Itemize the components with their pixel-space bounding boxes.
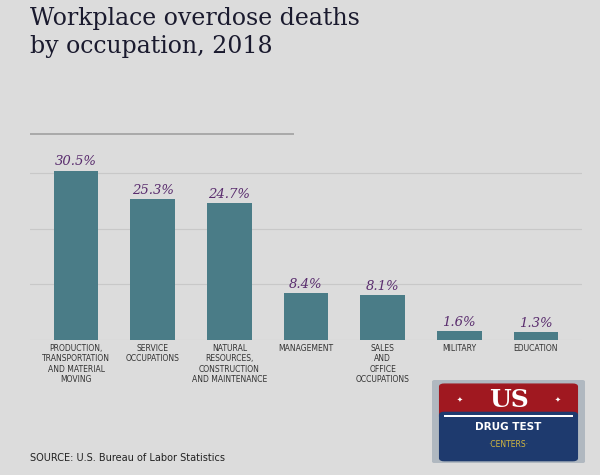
Bar xyxy=(207,203,251,340)
Bar xyxy=(54,171,98,340)
Bar xyxy=(444,416,573,417)
Bar xyxy=(437,331,482,340)
Bar xyxy=(130,200,175,340)
Bar xyxy=(284,293,328,340)
Text: US: US xyxy=(488,388,529,412)
Text: 24.7%: 24.7% xyxy=(208,188,250,200)
Text: Workplace overdose deaths
by occupation, 2018: Workplace overdose deaths by occupation,… xyxy=(30,7,360,57)
Text: ·CENTERS·: ·CENTERS· xyxy=(488,440,529,449)
FancyBboxPatch shape xyxy=(440,384,577,419)
Text: ✦: ✦ xyxy=(457,397,463,403)
Bar xyxy=(514,332,558,340)
Text: DRUG TEST: DRUG TEST xyxy=(475,421,542,432)
FancyBboxPatch shape xyxy=(440,412,577,461)
Text: 25.3%: 25.3% xyxy=(131,184,173,197)
Text: 1.6%: 1.6% xyxy=(443,315,476,329)
Text: ✦: ✦ xyxy=(554,397,560,403)
FancyBboxPatch shape xyxy=(432,380,585,463)
Text: 8.1%: 8.1% xyxy=(366,279,400,293)
Text: 30.5%: 30.5% xyxy=(55,155,97,169)
Text: SOURCE: U.S. Bureau of Labor Statistics: SOURCE: U.S. Bureau of Labor Statistics xyxy=(30,453,225,463)
Bar xyxy=(361,294,405,340)
Text: 1.3%: 1.3% xyxy=(519,317,553,330)
Text: 8.4%: 8.4% xyxy=(289,278,323,291)
